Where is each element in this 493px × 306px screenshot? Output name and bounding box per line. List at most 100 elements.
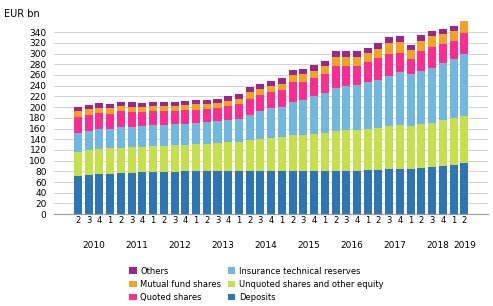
Bar [85, 114, 93, 131]
Bar [321, 74, 329, 93]
Bar [171, 106, 178, 111]
Bar [310, 78, 318, 96]
Bar [418, 35, 425, 41]
Bar [203, 109, 211, 122]
Bar [139, 126, 146, 147]
Bar [74, 151, 82, 176]
Bar [385, 76, 393, 126]
Bar [96, 108, 104, 113]
Bar [460, 21, 468, 33]
Bar [331, 66, 340, 88]
Bar [418, 168, 425, 214]
Bar [96, 129, 104, 149]
Bar [299, 69, 307, 74]
Bar [428, 36, 436, 47]
Bar [310, 96, 318, 134]
Bar [203, 99, 211, 104]
Bar [375, 170, 383, 214]
Bar [171, 172, 178, 214]
Bar [450, 59, 458, 118]
Bar [460, 33, 468, 54]
Bar [299, 171, 307, 214]
Bar [235, 119, 243, 142]
Bar [342, 130, 351, 171]
Bar [85, 105, 93, 109]
Bar [310, 134, 318, 171]
Y-axis label: EUR bn: EUR bn [4, 9, 39, 20]
Bar [246, 114, 254, 140]
Bar [74, 176, 82, 214]
Bar [428, 167, 436, 214]
Bar [213, 171, 221, 214]
Bar [267, 81, 275, 86]
Bar [224, 106, 232, 120]
Bar [117, 173, 125, 214]
Bar [85, 150, 93, 174]
Bar [321, 93, 329, 133]
Bar [418, 51, 425, 71]
Bar [288, 82, 297, 102]
Bar [396, 125, 404, 169]
Bar [278, 137, 286, 171]
Text: 2015: 2015 [297, 241, 320, 250]
Bar [375, 128, 383, 170]
Bar [171, 145, 178, 172]
Bar [450, 165, 458, 214]
Bar [450, 31, 458, 41]
Bar [267, 86, 275, 92]
Bar [460, 54, 468, 116]
Bar [128, 102, 136, 106]
Bar [246, 87, 254, 92]
Bar [299, 82, 307, 100]
Bar [117, 106, 125, 111]
Bar [213, 103, 221, 108]
Bar [267, 171, 275, 214]
Bar [192, 171, 200, 214]
Bar [353, 130, 361, 171]
Bar [160, 111, 168, 125]
Bar [288, 171, 297, 214]
Text: 2016: 2016 [340, 241, 363, 250]
Bar [353, 51, 361, 57]
Bar [149, 106, 157, 111]
Bar [74, 133, 82, 151]
Bar [364, 53, 372, 62]
Bar [428, 47, 436, 68]
Text: 2012: 2012 [169, 241, 191, 250]
Bar [460, 116, 468, 163]
Bar [385, 54, 393, 76]
Bar [139, 112, 146, 126]
Bar [342, 57, 351, 66]
Bar [74, 117, 82, 133]
Bar [375, 80, 383, 128]
Bar [203, 104, 211, 109]
Bar [224, 143, 232, 171]
Bar [267, 138, 275, 171]
Bar [106, 108, 114, 114]
Bar [407, 50, 415, 59]
Bar [213, 143, 221, 171]
Bar [117, 127, 125, 148]
Bar [353, 57, 361, 66]
Text: 2011: 2011 [126, 241, 148, 250]
Bar [288, 135, 297, 171]
Bar [139, 173, 146, 214]
Bar [342, 86, 351, 130]
Bar [299, 100, 307, 135]
Bar [96, 103, 104, 108]
Bar [353, 85, 361, 130]
Bar [321, 66, 329, 74]
Bar [278, 78, 286, 84]
Bar [224, 96, 232, 101]
Bar [149, 172, 157, 214]
Bar [288, 102, 297, 135]
Bar [106, 114, 114, 129]
Bar [181, 124, 189, 144]
Bar [321, 61, 329, 66]
Bar [278, 171, 286, 214]
Bar [428, 31, 436, 36]
Bar [407, 59, 415, 74]
Bar [224, 171, 232, 214]
Bar [235, 104, 243, 119]
Bar [160, 172, 168, 214]
